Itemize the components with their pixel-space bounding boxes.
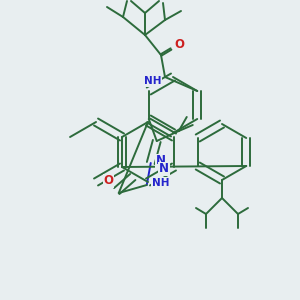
Text: N: N [159,163,169,176]
Text: O: O [104,175,114,188]
Text: NH: NH [144,76,162,86]
Text: O: O [174,38,184,52]
Text: N: N [156,154,166,167]
Text: NH: NH [152,178,169,188]
